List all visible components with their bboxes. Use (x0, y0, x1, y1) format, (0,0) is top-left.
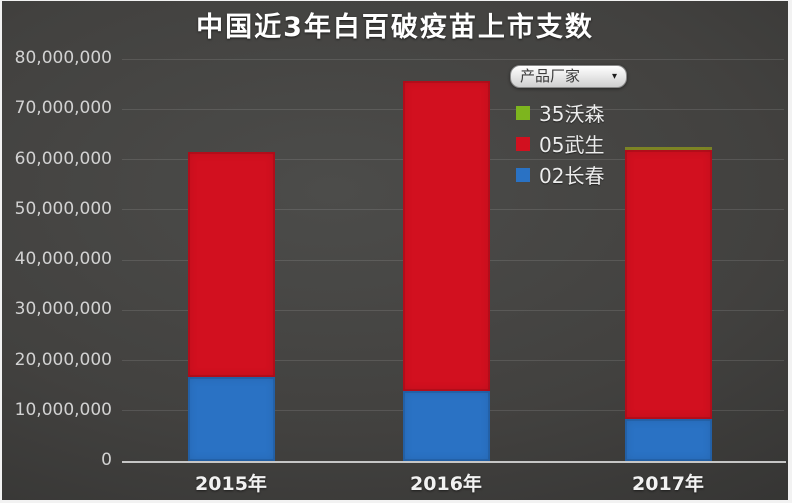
x-axis-line (122, 461, 786, 463)
legend-item-label: 35沃森 (539, 102, 605, 126)
y-axis-tick-label: 0 (101, 450, 112, 470)
legend-item-label: 05武生 (539, 133, 605, 157)
chevron-down-icon: ▾ (611, 71, 617, 82)
y-axis-tick-label: 80,000,000 (14, 48, 112, 68)
y-axis-tick-label: 60,000,000 (14, 148, 112, 169)
dropdown-label: 产品厂家 (520, 67, 581, 85)
gridline (122, 58, 784, 60)
legend-items: 35沃森 05武生 02长春 (510, 97, 660, 190)
bar-segment (624, 418, 712, 461)
y-axis-tick-label: 50,000,000 (14, 198, 112, 219)
y-axis-tick-label: 30,000,000 (14, 299, 112, 320)
chart-title: 中国近3年白百破疫苗上市支数 (196, 12, 594, 43)
bar-segment (624, 147, 712, 151)
x-axis-label: 2016年 (410, 473, 482, 495)
legend-filter-dropdown[interactable]: 产品厂家 ▾ (510, 65, 627, 88)
legend-item: 05武生 (510, 128, 660, 159)
y-axis-tick-label: 40,000,000 (14, 249, 112, 269)
legend-swatch-icon (516, 167, 530, 182)
bar-segment (402, 80, 490, 391)
legend-swatch-icon (516, 105, 530, 120)
x-axis-label: 2017年 (632, 473, 704, 495)
y-axis-tick-label: 10,000,000 (14, 399, 112, 420)
bar-segment (624, 150, 712, 419)
bar-segment (187, 376, 275, 461)
bar-segment (402, 390, 490, 461)
y-axis-tick-label: 20,000,000 (14, 349, 112, 370)
legend-item-label: 02长春 (539, 164, 605, 188)
bar-segment (187, 151, 275, 377)
legend-item: 35沃森 (510, 97, 660, 128)
legend-swatch-icon (516, 136, 530, 151)
legend-item: 02长春 (510, 159, 660, 190)
y-axis-tick-label: 70,000,000 (14, 98, 112, 119)
legend: 产品厂家 ▾ 35沃森 05武生 02长春 (510, 65, 660, 190)
x-axis-label: 2015年 (195, 473, 267, 495)
